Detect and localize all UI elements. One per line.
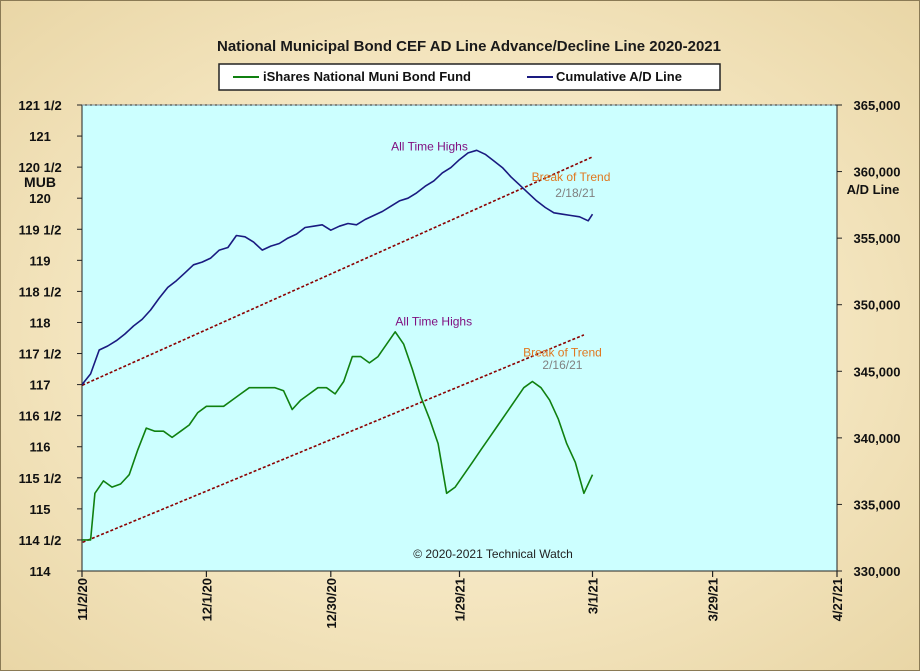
- right-tick-label: 335,000: [854, 497, 901, 512]
- right-tick-label: 365,000: [854, 98, 901, 113]
- right-axis: 330,000 335,000 340,000 345,000 350,000 355,0…: [837, 98, 901, 579]
- left-tick-label: 114 1/2: [19, 533, 62, 548]
- left-tick-label: 121: [29, 129, 51, 144]
- copyright-note: © 2020-2021 Technical Watch: [413, 547, 573, 561]
- right-tick-label: 330,000: [854, 564, 901, 579]
- right-tick-label: 340,000: [854, 431, 901, 446]
- plot-area: [81, 104, 838, 572]
- x-tick-label: 12/30/20: [324, 578, 339, 629]
- x-tick-label: 3/29/21: [706, 578, 721, 621]
- annotation-label: 2/18/21: [555, 186, 595, 200]
- left-tick-label: 120: [29, 191, 51, 206]
- annotation-label: Break of Trend: [532, 170, 611, 184]
- annotation-label: Break of Trend: [523, 346, 602, 360]
- left-tick-label: 117: [30, 378, 51, 393]
- x-tick-label: 1/29/21: [453, 578, 468, 621]
- right-axis-label: A/D Line: [847, 182, 900, 197]
- x-tick-label: 12/1/20: [199, 578, 214, 621]
- trendline-muni-fund: [82, 334, 585, 544]
- x-tick-label: 4/27/21: [830, 578, 845, 621]
- annotations: All Time Highs Break of Trend 2/18/21 All T…: [391, 139, 610, 372]
- right-tick-label: 355,000: [854, 231, 901, 246]
- annotation-label: All Time Highs: [391, 139, 468, 153]
- x-tick-label: 3/1/21: [585, 578, 600, 614]
- trendlines: [82, 156, 593, 544]
- left-tick-label: 115 1/2: [19, 471, 62, 486]
- chart-title: National Municipal Bond CEF AD Line Adva…: [217, 38, 721, 55]
- left-axis-label: MUB: [24, 174, 56, 190]
- trendline-ad-line: [82, 156, 593, 387]
- left-axis: 114 114 1/2 115 115 1/2 116 116 1/2 117 117 1/2…: [18, 98, 82, 579]
- annotation-label: All Time Highs: [395, 315, 472, 329]
- right-tick-label: 345,000: [854, 364, 901, 379]
- left-tick-label: 114: [30, 564, 52, 579]
- series-line-muni-fund: [82, 330, 594, 541]
- left-tick-label: 117 1/2: [19, 347, 62, 362]
- left-tick-label: 121 1/2: [18, 98, 61, 113]
- annotation-label: 2/16/21: [542, 358, 582, 372]
- left-tick-label: 118: [30, 315, 51, 330]
- left-tick-label: 118 1/2: [19, 284, 62, 299]
- legend-label-muni-fund: iShares National Muni Bond Fund: [263, 69, 471, 84]
- x-tick-label: 11/2/20: [75, 578, 90, 621]
- left-tick-label: 115: [30, 502, 51, 517]
- left-tick-label: 116 1/2: [19, 409, 62, 424]
- left-tick-label: 120 1/2: [18, 160, 61, 175]
- legend-label-ad-line: Cumulative A/D Line: [556, 69, 682, 84]
- series-lines: [82, 149, 594, 541]
- x-axis: 11/2/20 12/1/20 12/30/20 1/29/21 3/1/21 3/29/…: [75, 571, 845, 629]
- left-tick-label: 116: [30, 440, 51, 455]
- legend-box: [218, 63, 721, 91]
- right-tick-label: 360,000: [854, 165, 901, 180]
- legend: iShares National Muni Bond Fund Cumulati…: [218, 63, 721, 91]
- series-line-ad-line: [82, 149, 594, 386]
- right-tick-label: 350,000: [854, 298, 901, 313]
- left-tick-label: 119: [30, 253, 51, 268]
- left-tick-label: 119 1/2: [19, 222, 62, 237]
